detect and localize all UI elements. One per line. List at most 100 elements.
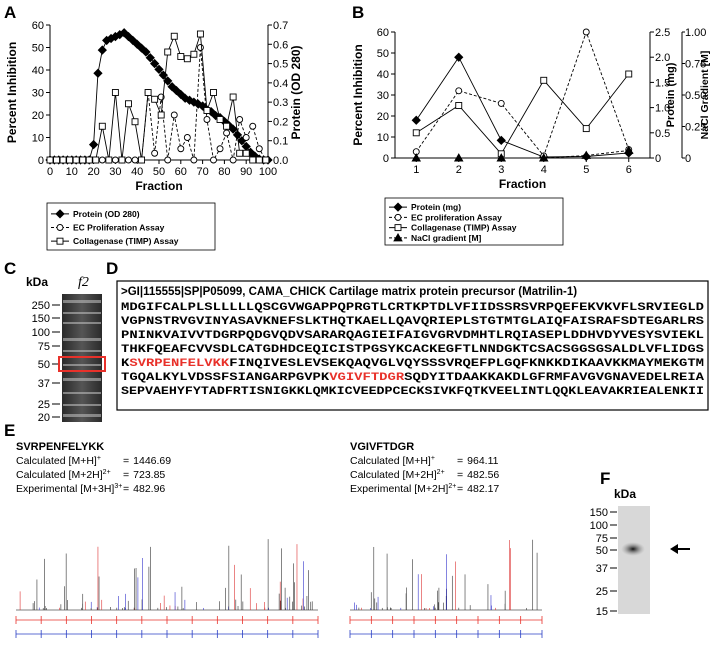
marker-square [131,118,139,126]
marker-circle [223,129,231,137]
blot-marker-label: 15 [596,606,608,618]
x-tick-label: 4 [541,164,547,176]
panel-label: A [4,3,16,22]
y-axis-label: Percent Inhibition [351,44,365,145]
marker-diamond [411,115,421,125]
ms-value: 1446.69 [133,455,171,467]
y-tick-label: 20 [32,110,44,122]
marker-square [455,102,463,109]
ms-label: Experimental [M+2H] [350,483,448,495]
marker-triangle [453,153,464,162]
marker-square [183,55,191,63]
sequence-segment: PNINKVAIVVTDGRPQDGVQDVSARARQAGIEIFAIGVGR… [121,330,704,342]
marker-diamond [393,202,403,212]
y2-tick-label: 0.7 [273,20,288,32]
sequence-segment: VGPNSTRVGVINYASAVKNEFSLKTHQTKAELLQAVQRIE… [121,316,704,328]
marker-circle [111,156,119,164]
marker-square [144,89,152,96]
marker-diamond [145,53,155,63]
y-tick-label: 50 [377,48,389,60]
y2-tick-label: 2.0 [655,52,670,64]
marker-triangle [623,145,634,154]
y2-tick-label: 0.6 [273,39,288,51]
marker-square [262,156,270,164]
gel-band [63,392,101,394]
y2-tick-label: 0.1 [273,136,288,148]
marker-circle [582,28,590,36]
peptide: SVRPENFELYKK [16,441,104,453]
x-tick-label: 70 [196,166,208,178]
gel-band [63,322,101,324]
gel-band [63,378,101,381]
marker-circle [125,156,132,164]
legend-box [384,197,564,246]
x-axis-label: Fraction [135,179,182,193]
marker-diamond [97,45,107,55]
marker-circle [497,99,505,107]
marker-circle [196,44,204,51]
y2-tick-label: 0.0 [273,155,288,167]
sequence-line: VGPNSTRVGVINYASAVKNEFSLKTHQTKAELLQAVQRIE… [121,316,704,328]
marker-diamond [154,64,164,74]
gel-marker-label: 20 [38,412,50,424]
marker-diamond [496,135,506,145]
x-tick-label: 100 [259,166,277,178]
gel-band [63,350,101,352]
sequence-segment: TGQALKYLVDSSFSIANGARPGVPK [121,372,330,384]
y2-tick-label: 1.5 [655,77,670,89]
x-tick-label: 2 [456,164,462,176]
y3-axis-label: NaCl Gradient [M] [699,51,711,140]
marker-circle [216,145,224,153]
ms-sep: = [457,469,463,481]
marker-circle [249,122,257,130]
x-tick-label: 50 [153,166,165,178]
blot-marker-label: 37 [596,563,608,575]
marker-square [98,122,106,130]
panel-label: C [4,259,16,278]
panel-label: B [352,3,364,22]
legend-label: Collagenase (TIMP) Assay [73,236,179,246]
marker-circle [170,111,178,119]
marker-circle [242,134,250,141]
gel-marker-label: 50 [38,359,50,371]
marker-square [412,129,420,137]
ms-row-value: = 482.96 [123,483,165,495]
sequence-line: THKFQEAFCVVSDLCATGDHDCEQICISTPGSYKCACKEG… [121,344,704,356]
ms-row-label: Calculated [M+2H]2+ [350,469,445,481]
marker-square [72,156,80,164]
gel-lane: f2 [78,275,89,290]
marker-square [625,70,633,78]
y2-tick-label: 0.4 [273,78,288,90]
y-axis-label: Percent Inhibition [5,42,19,143]
marker-square [164,48,172,56]
y-tick-label: 20 [377,111,389,123]
marker-circle [394,213,402,221]
marker-diamond [141,47,151,57]
sequence-header: >GI|115555|SP|P05099, CAMA_CHICK Cartila… [121,286,577,298]
marker-square [216,116,224,123]
blot-marker-label: 25 [596,586,608,598]
blot-marker-label: 150 [590,507,608,519]
gel-band [63,364,101,366]
marker-square [242,149,250,157]
y3-tick-label: 0.75 [685,59,706,71]
marker-square [196,30,204,38]
marker-triangle [393,232,403,242]
sequence-line: SEPVAEHYFYTADFRTISNIGKKLQMKICVEEDPCECKSI… [121,386,704,398]
marker-circle [164,156,172,164]
gel-marker-label: 37 [38,378,50,390]
marker-square [138,156,146,164]
y-tick-label: 60 [32,20,44,32]
marker-square [56,237,64,245]
gel-marker-label: 100 [32,327,50,339]
marker-square [255,156,263,164]
y-tick-label: 40 [377,69,389,81]
gel-band [63,338,101,341]
marker-square [177,53,185,60]
y-tick-label: 30 [377,90,389,102]
marker-circle [210,156,217,164]
marker-square [394,224,402,232]
sequence-line: TGQALKYLVDSSFSIANGARPGVPK VGIVFTDGR SQDYIT… [121,372,705,384]
gel-band [63,300,101,303]
legend-label: Collagenase (TIMP) Assay [411,223,517,233]
